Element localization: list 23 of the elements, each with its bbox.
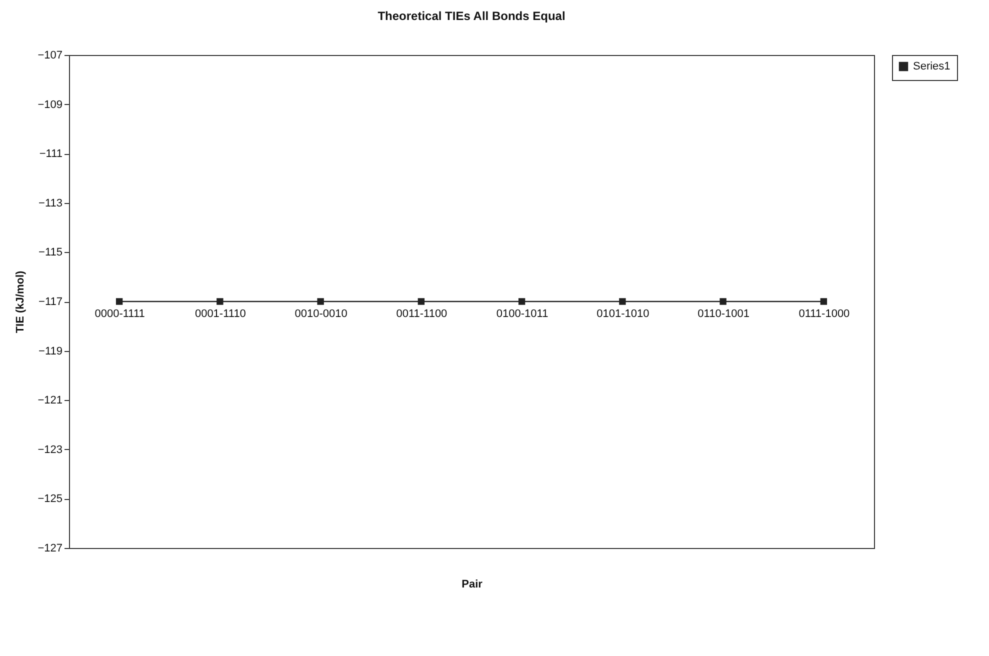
y-tick-label: −123 xyxy=(38,444,62,456)
y-tick-label: −115 xyxy=(38,246,62,259)
x-tick-label: 0000-1111 xyxy=(94,308,145,320)
x-tick-label: 0011-1100 xyxy=(396,308,448,320)
x-tick-label: 0101-1010 xyxy=(596,308,650,320)
y-tick-label: −113 xyxy=(38,197,62,210)
y-tick-label: −107 xyxy=(38,50,62,62)
y-tick-label: −121 xyxy=(38,394,62,407)
y-tick-label: −117 xyxy=(38,296,62,308)
y-tick-label: −127 xyxy=(38,542,62,554)
x-tick-label: 0010-0010 xyxy=(294,308,348,320)
y-tick-label: −109 xyxy=(38,98,62,111)
x-tick-label: 0110-1001 xyxy=(698,308,750,320)
y-tick-label: −119 xyxy=(38,345,62,358)
x-axis-title: Pair xyxy=(462,578,484,590)
y-axis-title: TIE (kJ/mol) xyxy=(14,270,27,334)
x-tick-label: 0001-1110 xyxy=(194,308,246,320)
x-tick-label: 0100-1011 xyxy=(496,308,548,320)
x-tick-label: 0111-1000 xyxy=(798,308,850,320)
legend-label: Series1 xyxy=(913,60,950,72)
y-tick-label: −111 xyxy=(39,148,62,160)
chart-title: Theoretical TIEs All Bonds Equal xyxy=(378,9,566,23)
y-tick-label: −125 xyxy=(38,493,62,506)
